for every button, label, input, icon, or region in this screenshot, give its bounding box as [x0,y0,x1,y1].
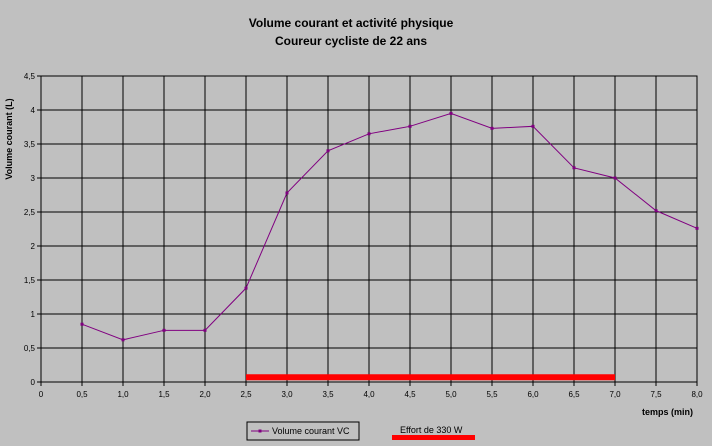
x-tick-label: 0 [39,390,44,399]
data-point [408,124,412,128]
y-tick-label: 4 [31,106,36,115]
x-tick-label: 3,5 [322,390,334,399]
x-axis-title: temps (min) [642,407,693,417]
effort-legend-bar [392,435,475,440]
x-tick-label: 2,0 [199,390,211,399]
x-tick-label: 4,0 [363,390,375,399]
data-point [490,126,494,130]
y-tick-label: 3 [31,174,36,183]
x-tick-label: 1,0 [117,390,129,399]
data-point [367,132,371,136]
data-point [654,209,658,213]
data-point [80,322,84,326]
y-axis-ticks: 0 0,5 1 1,5 2 2,5 3 3,5 4 4,5 [24,72,41,387]
x-tick-label: 6,0 [527,390,539,399]
series-layer [80,111,699,381]
x-tick-label: 7,5 [650,390,662,399]
y-tick-label: 3,5 [24,140,36,149]
data-point [531,124,535,128]
x-tick-label: 2,5 [240,390,252,399]
x-tick-label: 1,5 [158,390,170,399]
chart-title: Volume courant et activité physique [249,16,454,30]
y-tick-label: 0,5 [24,344,36,353]
y-tick-label: 1 [31,310,36,319]
x-tick-label: 5,0 [445,390,457,399]
y-tick-label: 2 [31,242,36,251]
data-point [285,191,289,195]
x-tick-label: 3,0 [281,390,293,399]
x-tick-label: 7,0 [609,390,621,399]
data-point [121,338,125,342]
x-tick-label: 8,0 [691,390,703,399]
x-tick-label: 4,5 [404,390,416,399]
chart-subtitle: Coureur cycliste de 22 ans [275,34,427,48]
x-tick-label: 5,5 [486,390,498,399]
y-tick-label: 1,5 [24,276,36,285]
y-tick-label: 4,5 [24,72,36,81]
data-point [326,149,330,153]
x-axis-ticks: 0 0,5 1,0 1,5 2,0 2,5 3,0 3,5 4,0 4,5 5,0 5,5 6,0 6,5… [39,382,703,399]
y-tick-label: 0 [31,378,36,387]
series-line-vc [81,112,698,341]
data-point [572,166,576,170]
legend-marker-icon [258,429,262,433]
data-point [449,111,453,115]
x-tick-label: 6,5 [568,390,580,399]
data-point [203,328,207,332]
y-axis-title: Volume courant (L) [4,98,14,179]
effort-label: Effort de 330 W [400,425,463,435]
data-point [162,328,166,332]
legend-label-vc: Volume courant VC [272,426,350,436]
data-point [695,226,699,230]
data-point [244,286,248,290]
legend-box [246,421,360,441]
x-tick-label: 0,5 [76,390,88,399]
y-tick-label: 2,5 [24,208,36,217]
data-point [613,176,617,180]
